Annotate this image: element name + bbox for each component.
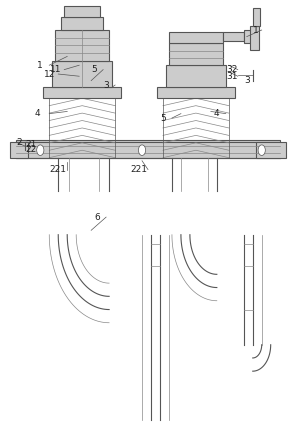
Circle shape <box>138 145 146 155</box>
Text: 3: 3 <box>103 81 109 89</box>
Bar <box>223 32 244 41</box>
Bar <box>10 142 28 158</box>
Bar <box>169 32 223 43</box>
Text: 4: 4 <box>34 109 40 118</box>
Circle shape <box>37 145 44 155</box>
Bar <box>16 140 280 158</box>
Text: 221: 221 <box>130 165 148 174</box>
Bar <box>52 61 112 87</box>
Bar <box>55 30 109 61</box>
Bar <box>64 6 100 17</box>
Bar <box>256 142 286 158</box>
Bar <box>166 65 226 87</box>
Text: 5: 5 <box>91 65 97 74</box>
Text: 5: 5 <box>160 113 166 123</box>
Text: 4: 4 <box>214 109 220 118</box>
Text: 31: 31 <box>226 72 238 81</box>
Bar <box>163 98 229 158</box>
Text: 221: 221 <box>50 165 67 174</box>
Bar <box>253 8 260 26</box>
Text: 32: 32 <box>226 65 237 74</box>
Text: 21: 21 <box>26 140 37 149</box>
Text: 6: 6 <box>94 213 100 222</box>
Text: 3: 3 <box>244 76 250 85</box>
Circle shape <box>258 145 265 155</box>
Bar <box>43 87 121 98</box>
Text: 1: 1 <box>253 26 259 35</box>
Bar <box>169 43 223 65</box>
Text: 11: 11 <box>50 65 61 74</box>
Text: 1: 1 <box>37 61 43 70</box>
Bar <box>244 30 256 43</box>
Bar <box>61 17 103 30</box>
Bar <box>250 26 259 50</box>
Text: 2: 2 <box>17 138 22 147</box>
Text: 12: 12 <box>43 70 55 78</box>
Text: 22: 22 <box>26 145 37 154</box>
Bar <box>157 87 235 98</box>
Bar <box>49 98 115 158</box>
